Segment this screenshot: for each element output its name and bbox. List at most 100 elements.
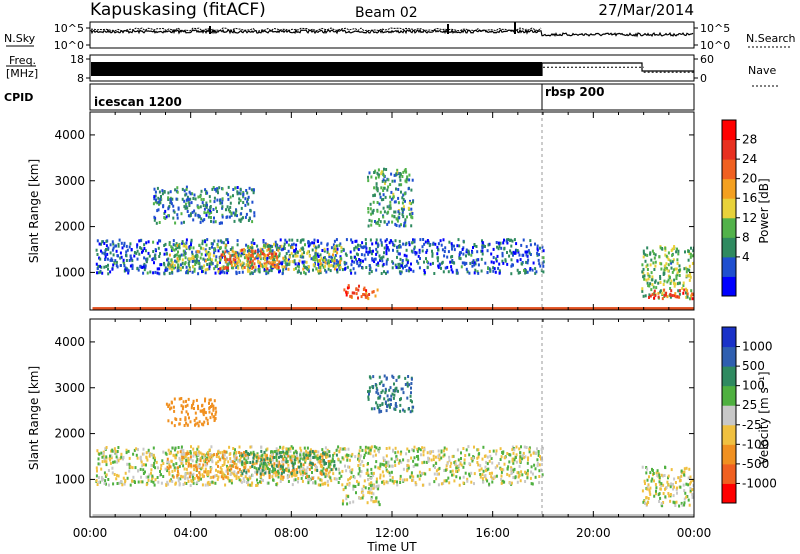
- echo-cell: [96, 483, 99, 486]
- echo-cell: [177, 476, 180, 480]
- echo-cell: [320, 469, 323, 473]
- echo-cell: [178, 242, 181, 246]
- echo-cell: [174, 448, 176, 452]
- echo-cell: [384, 387, 387, 391]
- echo-cell: [661, 247, 664, 251]
- echo-cell: [304, 460, 307, 464]
- echo-cell: [337, 445, 340, 449]
- echo-cell: [399, 178, 402, 182]
- echo-cell: [365, 250, 368, 254]
- echo-cell: [395, 172, 398, 176]
- echo-cell: [241, 270, 244, 274]
- echo-cell: [522, 456, 525, 460]
- echo-cell: [425, 257, 427, 261]
- echo-cell: [349, 501, 352, 505]
- echo-cell: [293, 267, 296, 271]
- echo-cell: [194, 263, 197, 266]
- echo-cell: [691, 488, 694, 492]
- echo-cell: [436, 472, 439, 476]
- echo-cell: [338, 450, 341, 454]
- echo-cell: [255, 472, 258, 476]
- echo-cell: [185, 452, 188, 456]
- echo-cell: [647, 284, 650, 288]
- echo-cell: [216, 452, 218, 456]
- echo-cell: [536, 462, 539, 466]
- echo-cell: [181, 458, 184, 461]
- echo-cell: [248, 269, 251, 273]
- echo-cell: [220, 475, 223, 479]
- echo-cell: [221, 255, 224, 259]
- echo-cell: [455, 475, 458, 479]
- echo-cell: [222, 241, 225, 245]
- echo-cell: [681, 503, 684, 507]
- echo-cell: [385, 271, 387, 275]
- echo-cell: [230, 260, 233, 264]
- echo-cell: [120, 241, 123, 245]
- echo-cell: [161, 192, 164, 196]
- echo-cell: [672, 258, 675, 262]
- echo-cell: [423, 260, 425, 264]
- echo-cell: [392, 192, 395, 196]
- echo-cell: [456, 470, 459, 473]
- echo-cell: [676, 486, 678, 490]
- echo-cell: [172, 239, 175, 243]
- echo-cell: [216, 264, 219, 268]
- x-tick-label: 12:00: [375, 526, 410, 540]
- echo-cell: [317, 457, 320, 461]
- echo-cell: [111, 248, 114, 252]
- echo-cell: [202, 463, 205, 467]
- echo-cell: [287, 463, 290, 467]
- echo-cell: [252, 460, 254, 464]
- echo-cell: [275, 243, 278, 247]
- echo-cell: [335, 238, 338, 242]
- echo-cell: [132, 452, 135, 456]
- echo-cell: [96, 253, 99, 256]
- echo-cell: [249, 257, 252, 261]
- echo-cell: [242, 216, 244, 220]
- echo-cell: [651, 469, 654, 472]
- echo-cell: [479, 473, 482, 476]
- echo-cell: [254, 470, 257, 474]
- echo-cell: [195, 398, 198, 402]
- echo-cell: [242, 477, 245, 481]
- echo-cell: [498, 245, 501, 249]
- echo-cell: [333, 451, 336, 455]
- echo-cell: [509, 481, 512, 485]
- echo-cell: [421, 245, 424, 249]
- echo-cell: [233, 252, 236, 256]
- echo-cell: [113, 261, 116, 264]
- echo-cell: [208, 211, 211, 215]
- echo-cell: [514, 251, 517, 255]
- echo-cell: [495, 449, 498, 453]
- echo-cell: [277, 248, 280, 252]
- echo-cell: [496, 464, 499, 468]
- echo-cell: [153, 187, 156, 191]
- echo-cell: [689, 489, 692, 493]
- echo-cell: [209, 398, 212, 402]
- echo-cell: [342, 447, 345, 451]
- echo-cell: [295, 473, 298, 477]
- echo-cell: [154, 270, 157, 274]
- echo-cell: [669, 293, 672, 297]
- echo-cell: [152, 480, 155, 484]
- echo-cell: [217, 455, 220, 459]
- echo-cell: [680, 469, 683, 473]
- echo-cell: [256, 453, 259, 457]
- echo-cell: [658, 500, 661, 503]
- echo-cell: [147, 450, 150, 454]
- echo-cell: [248, 186, 251, 190]
- echo-cell: [189, 450, 192, 453]
- echo-cell: [255, 455, 258, 459]
- echo-cell: [194, 213, 197, 217]
- echo-cell: [368, 171, 371, 175]
- echo-cell: [347, 465, 349, 469]
- echo-cell: [259, 255, 262, 259]
- echo-cell: [125, 259, 128, 262]
- echo-cell: [239, 460, 241, 464]
- echo-cell: [649, 471, 652, 475]
- echo-cell: [469, 261, 472, 265]
- echo-cell: [340, 447, 343, 451]
- echo-cell: [493, 267, 496, 271]
- echo-cell: [200, 217, 203, 221]
